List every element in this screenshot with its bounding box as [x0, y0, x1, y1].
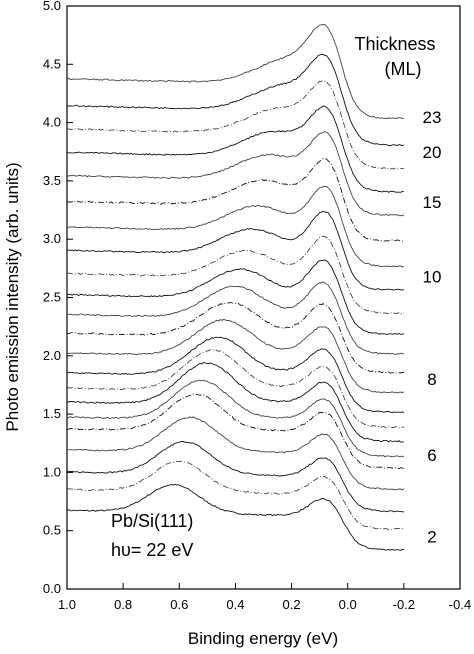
thickness-label: 8: [427, 370, 436, 389]
x-tick-label: 0.0: [339, 597, 357, 612]
thickness-label: 10: [423, 268, 442, 287]
thickness-label: 23: [423, 108, 442, 127]
thickness-label: 6: [427, 446, 436, 465]
x-axis-ticks: 1.0 0.8 0.6 0.4 0.2 0.0 -0.2 -0.4: [58, 583, 471, 612]
thickness-label: 15: [423, 193, 442, 212]
spectrum-curve: [66, 301, 404, 374]
y-tick-label: 1.0: [43, 464, 61, 479]
x-tick-label: 0.6: [170, 597, 188, 612]
spectrum-curve: [66, 53, 405, 147]
spectrum-curve: [66, 440, 404, 513]
legend-title: Thickness: [354, 34, 435, 54]
spectrum-curve: [66, 362, 404, 443]
spectrum-curve: [66, 259, 405, 335]
x-tick-label: -0.4: [449, 597, 471, 612]
photon-energy-annotation: hυ= 22 eV: [111, 540, 193, 560]
x-tick-label: 0.4: [226, 597, 244, 612]
spectrum-curve: [66, 185, 405, 268]
spectrum-curve: [67, 416, 405, 491]
spectrum-curve: [66, 79, 405, 170]
spectrum-curve: [66, 23, 405, 120]
y-tick-label: 4.5: [43, 56, 61, 71]
spectrum-curve: [67, 393, 405, 470]
y-tick-label: 0.0: [43, 581, 61, 596]
spectrum-curve: [66, 460, 405, 530]
y-tick-label: 5.0: [43, 0, 61, 13]
x-tick-label: 0.2: [283, 597, 301, 612]
thickness-labels: 23 20 15 10 8 6 2: [423, 108, 442, 547]
x-tick-label: -0.2: [393, 597, 415, 612]
spectrum-curve: [66, 235, 405, 315]
thickness-label: 20: [423, 143, 442, 162]
plot-frame: [66, 5, 461, 590]
x-tick-label: 0.8: [114, 597, 132, 612]
y-tick-label: 1.5: [43, 406, 61, 421]
spectrum-curve: [66, 379, 405, 458]
spectrum-curve: [66, 210, 405, 291]
spectrum-curve: [66, 318, 405, 394]
y-axis-title: Photo emission intensity (arb. units): [3, 162, 22, 431]
sample-annotation: Pb/Si(111): [111, 511, 193, 531]
spectrum-curve: [66, 158, 405, 242]
y-tick-label: 4.0: [43, 115, 61, 130]
y-tick-label: 0.5: [43, 523, 61, 538]
spectrum-curve: [66, 349, 405, 429]
y-tick-label: 2.5: [43, 290, 61, 305]
x-tick-label: 1.0: [58, 597, 76, 612]
thickness-label: 2: [427, 528, 436, 547]
spectrum-curve: [66, 131, 405, 217]
y-axis-ticks: 0.0 0.5 1.0 1.5 2.0 2.5 3.0 3.5 4.0 4.5 5.0: [43, 0, 73, 596]
y-tick-label: 2.0: [43, 348, 61, 363]
spectra-group: [66, 23, 405, 551]
spectrum-curve: [66, 336, 405, 414]
spectrum-curve: [66, 281, 405, 355]
spectrum-curve: [67, 105, 405, 193]
spectrum-curve: [66, 483, 404, 551]
y-tick-label: 3.0: [43, 231, 61, 246]
legend-unit: (ML): [385, 59, 422, 79]
x-axis-title: Binding energy (eV): [188, 629, 338, 648]
y-tick-label: 3.5: [43, 173, 61, 188]
